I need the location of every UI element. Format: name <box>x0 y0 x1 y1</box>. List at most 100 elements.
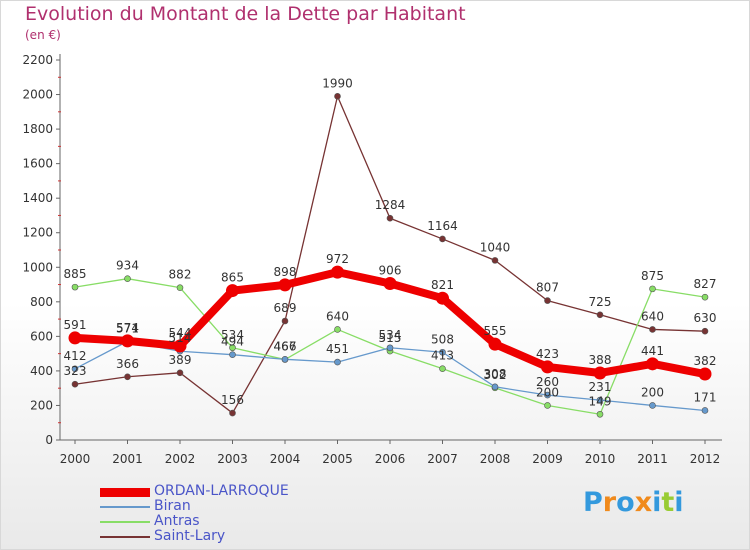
x-tick-label: 2002 <box>165 452 196 466</box>
data-point <box>701 327 709 335</box>
data-label: 544 <box>169 326 192 340</box>
data-label: 1990 <box>322 76 353 90</box>
data-label: 972 <box>326 252 349 266</box>
data-point <box>386 344 394 352</box>
x-tick-label: 2004 <box>270 452 301 466</box>
data-point <box>436 291 449 305</box>
x-tick-label: 2006 <box>375 452 406 466</box>
data-point <box>334 92 341 100</box>
data-point <box>544 402 551 409</box>
data-point <box>439 365 446 372</box>
data-point <box>278 278 292 292</box>
x-tick-label: 2011 <box>637 452 668 466</box>
x-tick-label: 2010 <box>585 452 616 466</box>
data-point <box>281 356 289 363</box>
data-label: 366 <box>116 357 139 371</box>
data-label: 382 <box>694 354 717 368</box>
data-point <box>386 214 394 222</box>
logo-letter: i <box>652 487 662 518</box>
data-label: 865 <box>221 271 244 285</box>
logo-letter: o <box>616 487 635 518</box>
data-label: 156 <box>221 393 244 407</box>
y-tick-label: 2200 <box>22 53 53 67</box>
data-point <box>646 357 659 371</box>
data-label: 200 <box>641 385 664 399</box>
y-tick-label: 1000 <box>22 260 53 274</box>
x-tick-label: 2008 <box>480 452 511 466</box>
data-point <box>176 284 184 291</box>
data-label: 640 <box>641 309 664 323</box>
data-label: 1284 <box>375 198 406 212</box>
data-label: 821 <box>431 278 454 292</box>
data-label: 875 <box>641 269 664 283</box>
data-point <box>544 297 551 304</box>
data-label: 827 <box>694 277 717 291</box>
data-point <box>334 358 341 366</box>
data-point <box>124 275 131 282</box>
y-tick-label: 2000 <box>22 88 53 102</box>
legend-label: ORDAN-LARROQUE <box>154 483 289 499</box>
legend-swatch <box>100 487 150 497</box>
data-point <box>331 265 344 279</box>
data-point <box>334 326 341 333</box>
data-label: 423 <box>536 347 559 361</box>
data-label: 466 <box>274 340 297 354</box>
data-label: 514 <box>169 331 192 345</box>
data-point <box>541 360 554 374</box>
data-point <box>71 365 79 373</box>
data-label: 807 <box>536 281 559 295</box>
data-point <box>596 396 604 404</box>
data-label: 308 <box>484 367 507 381</box>
data-label: 413 <box>431 349 454 363</box>
logo-letter: x <box>634 487 653 518</box>
data-point <box>596 311 604 319</box>
data-label: 555 <box>484 324 507 338</box>
data-label: 149 <box>589 394 612 408</box>
x-tick-label: 2001 <box>112 452 143 466</box>
data-label: 1164 <box>427 219 458 233</box>
data-point <box>701 293 709 301</box>
legend-label: Saint-Lary <box>154 528 226 544</box>
data-label: 467 <box>274 339 297 353</box>
y-tick-label: 800 <box>30 295 53 309</box>
data-label: 515 <box>379 331 402 345</box>
legend-swatch <box>100 521 150 523</box>
data-label: 574 <box>116 321 139 335</box>
data-label: 630 <box>694 311 717 325</box>
data-point <box>281 317 289 325</box>
data-label: 388 <box>589 353 612 367</box>
data-label: 231 <box>589 380 612 394</box>
y-tick-label: 1200 <box>22 226 53 240</box>
legend-swatch <box>100 536 150 538</box>
logo-letter: r <box>602 487 617 518</box>
data-point <box>68 331 82 345</box>
data-label: 534 <box>221 328 244 342</box>
legend-label: Biran <box>154 498 191 514</box>
data-point <box>544 391 551 399</box>
data-point <box>649 326 656 333</box>
data-point <box>71 283 79 291</box>
data-point <box>229 351 236 358</box>
chart-subtitle: (en €) <box>25 28 61 42</box>
data-label: 934 <box>116 259 139 273</box>
logo-letter: t <box>661 487 675 518</box>
data-point <box>596 410 604 418</box>
data-label: 451 <box>326 342 349 356</box>
x-tick-label: 2009 <box>532 452 563 466</box>
data-label: 591 <box>64 318 87 332</box>
data-point <box>71 380 79 388</box>
data-label: 494 <box>221 335 244 349</box>
data-label: 640 <box>326 309 349 323</box>
data-label: 441 <box>641 344 664 358</box>
data-point <box>491 383 499 391</box>
y-tick-label: 1800 <box>22 122 53 136</box>
data-label: 534 <box>379 328 402 342</box>
x-tick-label: 2007 <box>427 452 458 466</box>
x-tick-label: 2000 <box>60 452 91 466</box>
data-label: 171 <box>694 390 717 404</box>
data-label: 906 <box>379 264 402 278</box>
legend-label: Antras <box>154 513 200 529</box>
data-point <box>491 257 499 264</box>
